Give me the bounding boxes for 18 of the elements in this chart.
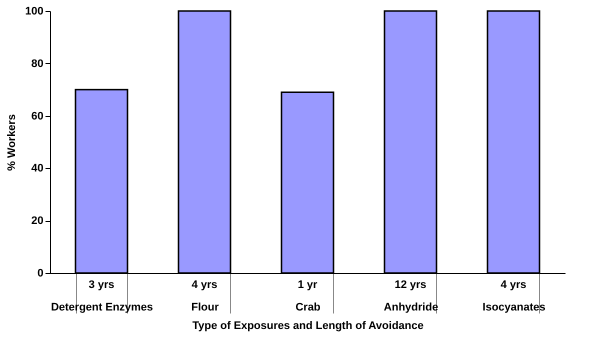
x-tick-label: Flour — [191, 302, 220, 314]
y-tick-label: 60 — [31, 110, 44, 122]
text: 3 yrs — [88, 279, 114, 291]
x-tick-label: Crab — [295, 302, 321, 314]
y-tick-label: 40 — [31, 162, 44, 175]
y-tick-label: 20 — [31, 215, 44, 228]
y-tick-label: 100 — [25, 6, 44, 18]
y-tick-label: 0 — [37, 268, 44, 280]
text: 12 yrs — [394, 279, 426, 291]
y-axis-title: % Workers — [6, 114, 18, 171]
y-tick-label: 80 — [31, 58, 44, 70]
x-axis-title: Type of Exposures and Length of Avoidance — [192, 320, 424, 332]
x-tick-label: Isocyanates — [482, 302, 546, 314]
text: 4 yrs — [192, 279, 218, 291]
text: 4 yrs — [500, 279, 526, 291]
x-tick-label: Detergent Enzymes — [50, 302, 154, 314]
x-tick-label: Anhydride — [384, 302, 438, 314]
text: 1 yr — [298, 279, 318, 291]
